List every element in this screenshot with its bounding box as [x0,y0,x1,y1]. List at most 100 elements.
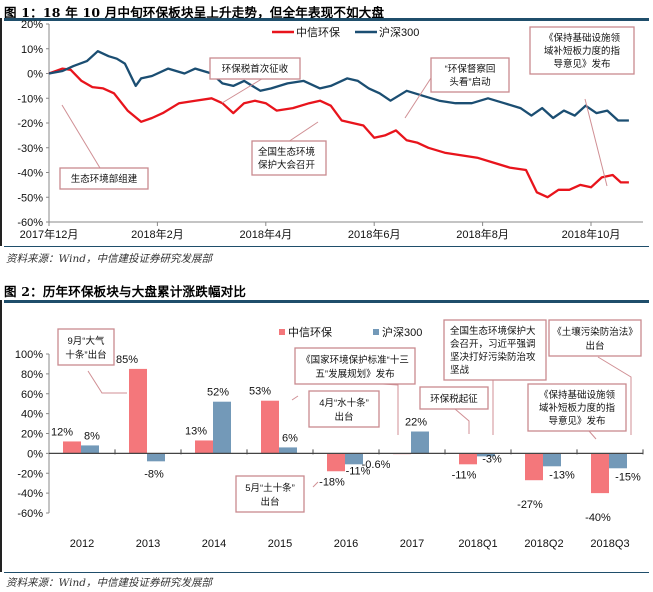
annotation-eco-conference-text: 保护大会召开 [258,159,316,171]
category-label: 2018Q2 [524,538,563,550]
data-label-env: -27% [517,499,543,511]
figure1-bottom-rule [4,246,649,247]
annotation-standard-plan-text: 五”发展规划》发布 [315,368,394,380]
annotation-soil-ten-text: 出台 [260,496,279,508]
data-label-env: -11% [452,469,477,481]
annotation-leader [287,121,319,143]
annotation-ecology-ministry-box [59,167,149,190]
category-label: 2015 [268,538,292,550]
data-label-csi300: -13% [549,469,575,481]
annotation-infrastructure-box [529,26,635,75]
category-label: 2012 [70,538,94,550]
figure1-title: 图 1：18 年 10 月中旬环保板块呈上升走势，但全年表现不如大盘 [4,5,385,20]
y-tick-label: -20% [17,468,43,480]
data-label-env: 12% [51,426,73,438]
annotation-infrastructure-text: 域补短板力度的指 [544,45,621,57]
y-tick-label: -50% [17,192,43,204]
figure2-title: 图 2：历年环保板块与大盘累计涨跌幅对比 [4,284,247,299]
annotation-infrastructure-text: 导意见》发布 [548,415,605,427]
annotation-leader [61,104,101,169]
data-label-csi300: 8% [84,430,100,442]
bar-env-2015 [261,400,279,454]
category-label: 2018Q3 [590,538,629,550]
annotation-infrastructure-text: 导意见》发布 [553,58,610,70]
bar-env-2016 [327,453,345,472]
annotation-infrastructure-text: 《保持基础设施领 [544,32,621,44]
annotation-ecology-ministry: 生态环境部组建 [59,167,149,190]
annotation-env-tax-start: 环保税起征 [419,386,489,410]
data-label-csi300: -8% [144,468,164,480]
annotation-eco-conference-box [251,140,327,176]
annotation-eco-conference-text: 坚决打好污染防治攻 [450,351,536,363]
figure1-left-border [0,18,2,246]
annotation-standard-plan: 《国家环境保护标准“十三五”发展规划》发布 [294,347,416,385]
annotation-eco-conference-text: 全国生态环境保护大 [450,325,536,337]
bar-env-2014 [195,440,213,454]
annotation-inspection-box [430,57,510,93]
annotation-env-tax-start-box [419,386,489,410]
bar-csi300-2018Q3 [609,453,627,469]
annotation-soil-ten-box [235,475,305,513]
annotation-leader [221,76,266,104]
annotation-env-tax-start-text: 环保税起征 [430,393,478,405]
y-tick-label: 0% [27,69,43,81]
annotation-soil-law-box [548,319,642,357]
x-tick-label: 2018年2月 [131,227,184,241]
data-label-csi300: -11% [346,465,371,477]
bar-env-2013 [129,368,147,454]
annotation-air-ten-text: 9月“大气 [68,335,105,347]
annotation-water-ten-text: 4月“水十条” [319,397,369,409]
annotation-leader [454,408,470,434]
data-label-csi300: -3% [482,453,502,465]
y-tick-label: -30% [17,143,43,155]
annotation-infrastructure-box [527,383,627,432]
y-tick-label: 20% [21,429,43,441]
category-label: 2014 [202,538,226,550]
series-line-1 [48,50,629,122]
y-tick-label: 0% [27,448,43,460]
legend-swatch-0 [279,329,285,335]
bar-csi300-2018Q1 [477,453,495,457]
y-tick-label: 10% [21,44,43,56]
data-label-env: 85% [116,354,138,366]
data-label-csi300: 52% [207,387,229,399]
annotation-infrastructure-text: 域补短板力度的指 [539,402,616,414]
category-label: 2013 [136,538,160,550]
figure2-title-rule [4,300,649,303]
data-label-env: -18% [319,476,345,488]
bar-csi300-2018Q2 [543,453,561,467]
y-tick-label: 100% [15,349,43,361]
bar-csi300-2017 [411,431,429,454]
annotation-water-ten: 4月“水十条” 出台 [308,390,380,428]
y-tick-label: 20% [21,20,43,31]
data-label-env: 53% [249,386,271,398]
annotation-air-ten-text: 十条”出台 [65,349,106,361]
annotation-leader [584,98,608,187]
bar-env-2012 [63,441,81,454]
bar-env-2018Q3 [591,453,609,494]
series-line-0 [48,67,629,199]
figure1-source: 资料来源：Wind，中信建投证券研究发展部 [6,253,212,265]
category-label: 2016 [334,538,358,550]
x-tick-label: 2018年10月 [562,227,621,241]
annotation-standard-plan-box [294,347,416,385]
annotation-infrastructure-text: 《保持基础设施领 [539,389,616,401]
y-tick-label: -10% [17,93,43,105]
annotation-inspection-text: “环保督察回 [445,63,496,75]
annotation-env-tax: 环保税首次征收 [209,57,301,80]
y-tick-label: -40% [17,168,43,180]
data-label-env: -0.6% [362,459,391,471]
annotation-leader [291,395,299,401]
legend-label-1: 沪深300 [382,325,422,339]
annotation-soil-ten-text: 5月“土十条” [245,482,295,494]
y-tick-label: 80% [21,369,43,381]
x-tick-label: 2018年4月 [240,227,293,241]
data-label-csi300: 6% [282,432,298,444]
annotation-eco-conference-box [443,319,547,381]
y-tick-label: 40% [21,409,43,421]
